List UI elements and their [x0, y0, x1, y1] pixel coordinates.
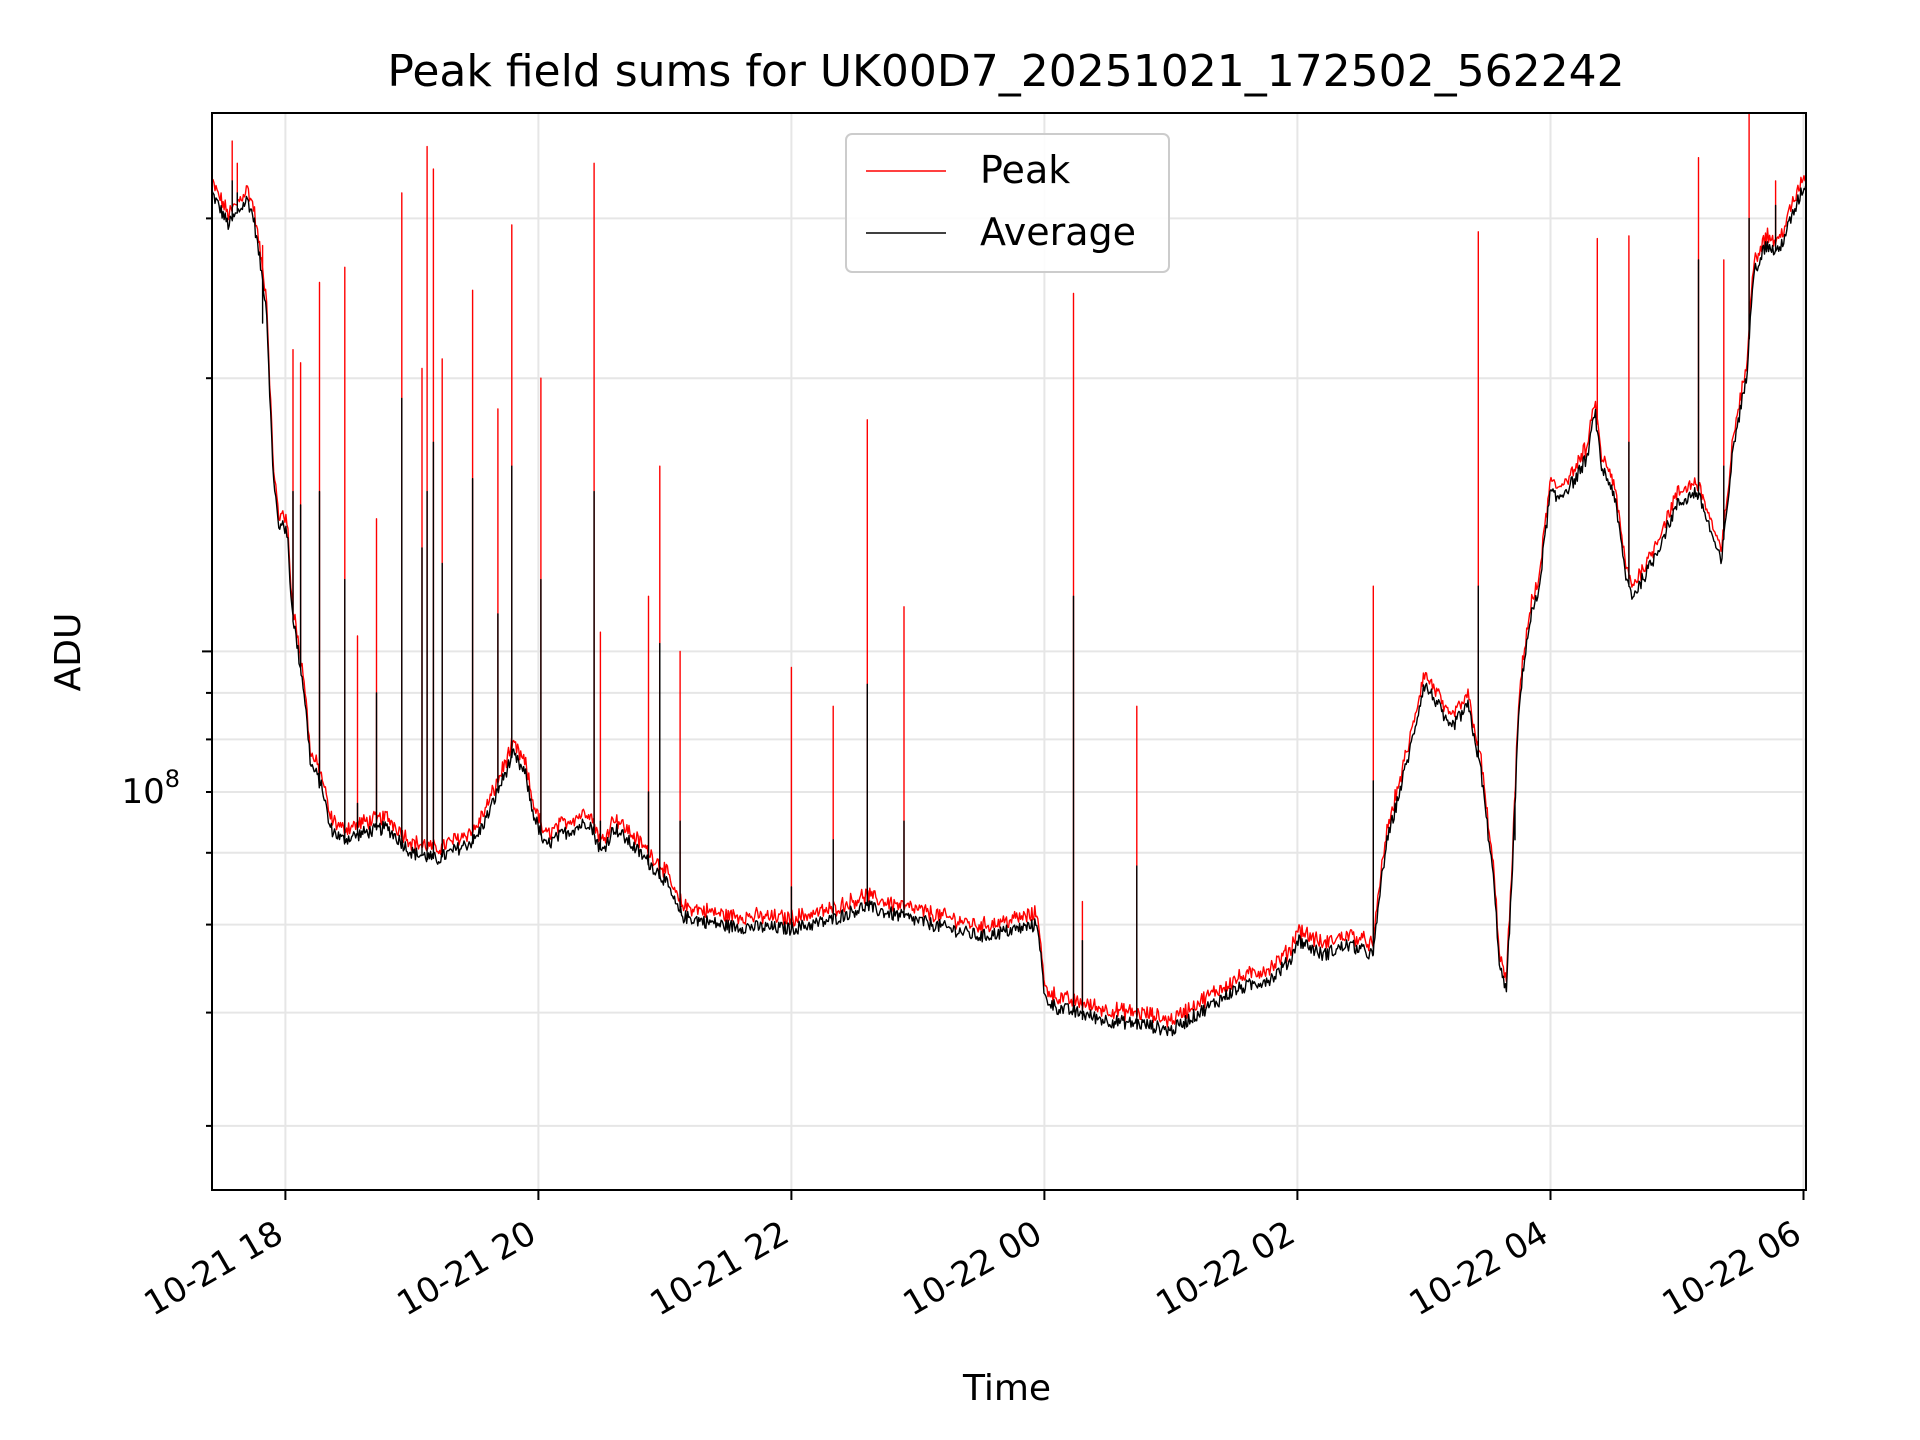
legend-peak-label: Peak: [980, 148, 1070, 192]
y-major-tick-label: 108: [121, 765, 180, 812]
legend-box: [845, 133, 1170, 273]
x-axis-label: Time: [962, 1368, 1051, 1409]
chart-title: Peak field sums for UK00D7_20251021_1725…: [387, 46, 1624, 97]
average-series-line: [211, 180, 1807, 1037]
legend-average-label: Average: [980, 210, 1136, 254]
y-tick-base: 10: [121, 772, 164, 812]
series-layer: [211, 112, 1807, 1037]
y-tick-exponent: 8: [165, 765, 180, 793]
y-axis-label: ADU: [48, 613, 89, 692]
peak-series-line: [211, 112, 1807, 1028]
legend: Peak Average: [845, 133, 1170, 273]
